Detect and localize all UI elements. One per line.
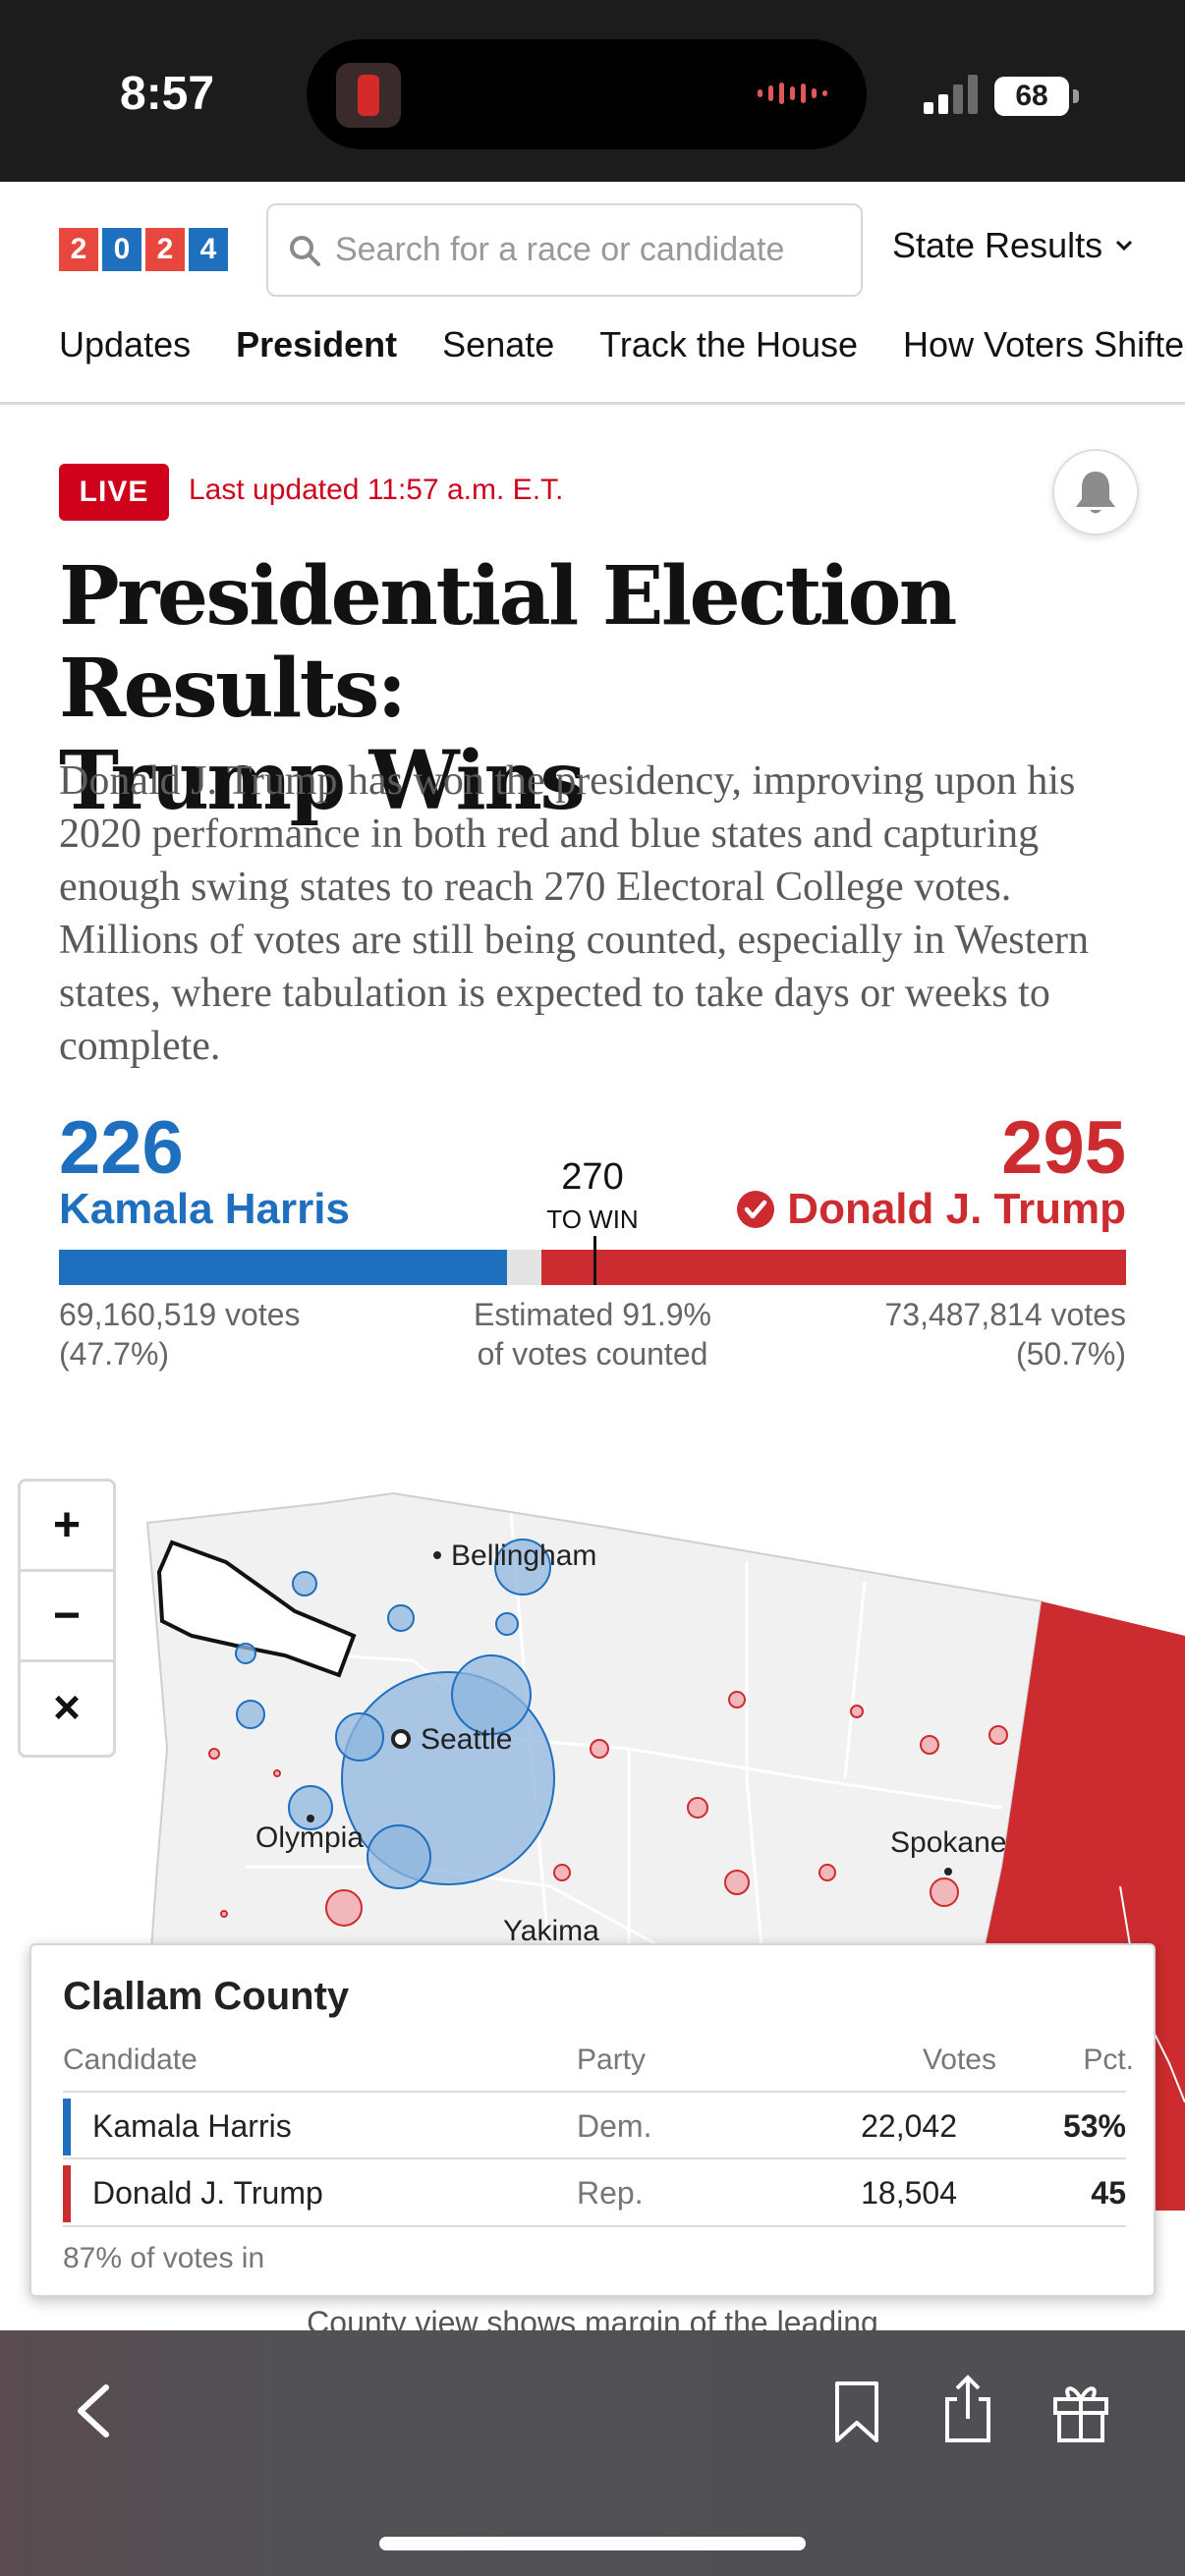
table-row: Kamala Harris Dem. 22,042 53% — [63, 2091, 1126, 2156]
row-party: Rep. — [577, 2175, 644, 2211]
search-icon — [290, 235, 320, 266]
city-label-bellingham: Bellingham — [451, 1540, 596, 1572]
app-icon — [336, 63, 401, 128]
votes-counted-line-1: Estimated 91.9% — [474, 1297, 711, 1332]
headline-line-2: Trump Wins — [59, 734, 586, 828]
rep-county-circles — [208, 1691, 1008, 1927]
gift-icon[interactable] — [1051, 2378, 1110, 2444]
card-divider — [63, 2225, 1126, 2227]
trump-votes: 73,487,814 votes — [884, 1297, 1126, 1332]
header-candidate: Candidate — [63, 2044, 198, 2076]
state-results-dropdown[interactable]: State Results — [892, 225, 1134, 266]
row-pct: 53% — [1062, 2108, 1126, 2144]
city-label-spokane: Spokane — [890, 1826, 1006, 1859]
tab-president[interactable]: President — [236, 324, 398, 364]
harris-electoral-votes: 226 — [59, 1106, 184, 1190]
section-nav: Updates President Senate Track the House… — [59, 324, 1185, 365]
home-indicator[interactable] — [379, 2537, 806, 2550]
electoral-vote-bar — [59, 1236, 1126, 1285]
header-pct: Pct. — [1083, 2044, 1134, 2076]
nav-divider — [0, 402, 1185, 405]
dem-ev-segment — [59, 1250, 508, 1285]
tab-updates[interactable]: Updates — [59, 324, 192, 364]
map-zoom-controls: + − × — [18, 1479, 116, 1758]
win-threshold-marker — [593, 1236, 597, 1285]
share-icon[interactable] — [943, 2374, 992, 2444]
bookmark-icon[interactable] — [831, 2380, 882, 2444]
live-badge: LIVE — [59, 464, 169, 521]
trump-name: Donald J. Trump — [787, 1185, 1126, 1233]
votes-in-note: 87% of votes in — [63, 2242, 265, 2274]
tab-senate[interactable]: Senate — [442, 324, 555, 364]
search-input[interactable] — [335, 231, 826, 269]
signal-icon — [924, 75, 978, 114]
dynamic-island[interactable] — [307, 39, 867, 149]
trump-popular-vote: 73,487,814 votes (50.7%) — [884, 1295, 1126, 1373]
search-box[interactable] — [266, 203, 863, 297]
battery-indicator: 68 — [994, 77, 1079, 116]
harris-vote-pct: (47.7%) — [59, 1336, 170, 1372]
row-votes: 18,504 — [861, 2175, 957, 2211]
row-candidate: Kamala Harris — [92, 2108, 292, 2144]
to-win-label: TO WIN — [546, 1204, 639, 1234]
dem-county-circles — [235, 1539, 555, 1889]
row-pct: 45 — [1091, 2175, 1126, 2211]
notification-bell-button[interactable] — [1052, 449, 1139, 535]
headline-line-1: Presidential Election Results: — [59, 549, 957, 736]
chevron-down-icon — [1116, 240, 1133, 252]
harris-name: Kamala Harris — [59, 1185, 350, 1233]
back-icon[interactable] — [71, 2381, 116, 2440]
page-title: Presidential Election Results: Trump Win… — [59, 550, 1140, 827]
row-party: Dem. — [577, 2108, 652, 2144]
city-label-olympia: Olympia — [255, 1821, 364, 1854]
logo-digit: 2 — [145, 228, 185, 271]
county-tooltip-card: Clallam County Candidate Party Votes Pct… — [29, 1943, 1156, 2297]
election-2024-logo[interactable]: 2 0 2 4 — [59, 228, 228, 271]
to-win-number: 270 — [561, 1156, 624, 1198]
header-party: Party — [577, 2044, 647, 2076]
trump-vote-pct: (50.7%) — [1015, 1336, 1126, 1372]
logo-digit: 0 — [102, 228, 141, 271]
reset-map-button[interactable]: × — [52, 1681, 82, 1734]
logo-digit: 4 — [189, 228, 228, 271]
browser-toolbar — [0, 2330, 1185, 2576]
votes-counted: Estimated 91.9% of votes counted — [396, 1295, 789, 1373]
trump-name-with-check: Donald J. Trump — [736, 1185, 1126, 1234]
audio-wave-icon — [758, 83, 827, 104]
status-bar: 8:57 68 — [0, 0, 1185, 182]
rep-ev-segment — [540, 1250, 1126, 1285]
city-labels: Bellingham Seattle Olympia Spokane Yakim… — [255, 1540, 1006, 1947]
winner-check-icon — [737, 1191, 775, 1228]
header-votes: Votes — [922, 2044, 996, 2076]
county-name: Clallam County — [63, 1975, 350, 2018]
rep-swatch — [63, 2165, 71, 2222]
bell-icon — [1076, 472, 1115, 514]
table-row: Donald J. Trump Rep. 18,504 45 — [63, 2157, 1126, 2222]
dem-swatch — [63, 2099, 71, 2156]
city-label-seattle: Seattle — [421, 1723, 512, 1756]
card-column-headers: Candidate Party Votes Pct. — [63, 2044, 1157, 2083]
city-label-yakima: Yakima — [503, 1915, 599, 1947]
zoom-in-button[interactable]: + — [21, 1482, 113, 1572]
tab-how-voters-shifted[interactable]: How Voters Shifted — [903, 324, 1185, 364]
votes-counted-line-2: of votes counted — [477, 1336, 708, 1372]
clallam-county-outline[interactable] — [156, 1540, 357, 1678]
harris-popular-vote: 69,160,519 votes (47.7%) — [59, 1295, 301, 1373]
row-votes: 22,042 — [861, 2108, 957, 2144]
tab-track-the-house[interactable]: Track the House — [599, 324, 859, 364]
row-candidate: Donald J. Trump — [92, 2175, 323, 2211]
state-results-label: State Results — [892, 225, 1103, 265]
harris-votes: 69,160,519 votes — [59, 1297, 301, 1332]
logo-digit: 2 — [59, 228, 98, 271]
last-updated: Last updated 11:57 a.m. E.T. — [189, 474, 564, 506]
status-time: 8:57 — [120, 68, 215, 120]
trump-electoral-votes: 295 — [1001, 1106, 1126, 1190]
article-summary: Donald J. Trump has won the presidency, … — [59, 758, 1089, 1069]
zoom-out-button[interactable]: − — [21, 1572, 113, 1662]
